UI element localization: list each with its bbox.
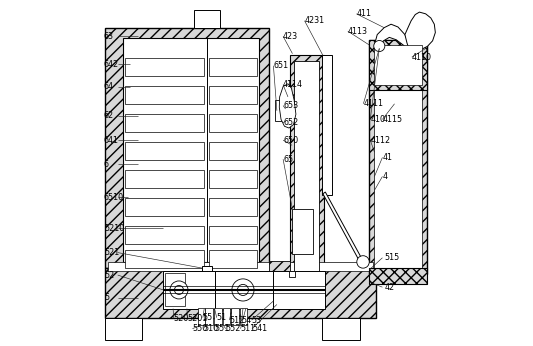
Text: 512: 512 <box>230 316 245 325</box>
Text: 4111: 4111 <box>364 99 383 108</box>
Text: 4113: 4113 <box>348 27 368 36</box>
Bar <box>125 250 204 268</box>
Bar <box>165 273 185 306</box>
Text: 653: 653 <box>283 101 298 110</box>
Circle shape <box>170 281 188 299</box>
Text: 63: 63 <box>104 32 114 41</box>
Text: 52: 52 <box>104 271 114 280</box>
Bar <box>209 198 257 216</box>
Text: 551: 551 <box>214 324 229 333</box>
Text: 4231: 4231 <box>304 16 325 25</box>
Bar <box>209 226 257 244</box>
Text: 41: 41 <box>382 153 392 162</box>
Bar <box>369 268 427 284</box>
Text: 515: 515 <box>384 253 399 262</box>
Text: 42: 42 <box>384 283 394 292</box>
Bar <box>275 100 291 121</box>
Circle shape <box>232 279 254 301</box>
Text: 642: 642 <box>104 60 119 69</box>
Bar <box>105 28 269 268</box>
Bar <box>273 271 325 309</box>
Bar <box>231 308 239 325</box>
Text: 4: 4 <box>382 172 387 181</box>
Text: 53: 53 <box>252 316 262 325</box>
Text: 62: 62 <box>104 111 114 120</box>
Bar <box>125 170 204 188</box>
Bar <box>209 114 257 132</box>
Bar <box>194 10 220 28</box>
Bar <box>209 58 257 76</box>
Bar <box>240 308 247 325</box>
Bar <box>164 271 215 309</box>
Circle shape <box>374 40 385 52</box>
Bar <box>269 261 290 278</box>
Text: 552: 552 <box>225 324 241 333</box>
Bar <box>125 198 204 216</box>
Text: 51: 51 <box>217 313 227 322</box>
Bar <box>215 271 273 309</box>
Bar <box>105 268 376 318</box>
Text: 5201: 5201 <box>188 314 208 323</box>
Bar <box>292 209 313 254</box>
Text: 55: 55 <box>203 313 213 322</box>
Bar <box>105 318 142 340</box>
Polygon shape <box>279 84 296 128</box>
Bar <box>203 266 212 318</box>
Circle shape <box>174 285 183 294</box>
Text: 511: 511 <box>240 324 256 333</box>
Text: 550: 550 <box>192 324 208 333</box>
Circle shape <box>237 284 248 295</box>
Text: 4112: 4112 <box>370 136 391 145</box>
Bar <box>123 38 259 262</box>
Text: 541: 541 <box>252 324 267 333</box>
Bar <box>125 86 204 104</box>
Bar <box>290 55 324 278</box>
Text: 6510: 6510 <box>104 193 124 202</box>
Text: 4115: 4115 <box>382 115 402 124</box>
Bar <box>223 308 230 325</box>
Bar <box>209 86 257 104</box>
Text: 521: 521 <box>104 248 119 257</box>
Text: 510: 510 <box>204 324 219 333</box>
Bar <box>322 55 332 195</box>
Bar <box>125 142 204 160</box>
Text: 4110: 4110 <box>412 53 432 62</box>
Bar <box>125 58 204 76</box>
Circle shape <box>357 256 369 268</box>
Text: 6: 6 <box>104 160 109 169</box>
Bar <box>125 226 204 244</box>
Polygon shape <box>405 12 435 51</box>
Bar <box>369 40 427 90</box>
Text: 5210: 5210 <box>104 224 124 233</box>
Text: 641: 641 <box>104 136 119 145</box>
Bar <box>289 271 295 277</box>
Text: 652: 652 <box>283 118 298 127</box>
Text: 520: 520 <box>174 314 189 323</box>
Bar <box>125 114 204 132</box>
Text: 651: 651 <box>273 61 288 70</box>
Text: 64: 64 <box>104 82 114 91</box>
Bar <box>294 61 319 272</box>
Text: 423: 423 <box>283 32 298 41</box>
Bar <box>375 47 422 268</box>
Text: 650: 650 <box>283 136 298 145</box>
Bar <box>322 318 360 340</box>
Text: 5: 5 <box>104 293 109 302</box>
Bar <box>209 250 257 268</box>
Polygon shape <box>323 192 365 267</box>
Text: 54: 54 <box>241 316 252 325</box>
Bar <box>375 45 422 85</box>
Text: 65: 65 <box>283 155 293 164</box>
Bar <box>209 142 257 160</box>
Bar <box>209 170 257 188</box>
Text: 411: 411 <box>357 9 372 18</box>
Bar <box>108 262 373 271</box>
Bar <box>205 308 213 325</box>
Bar <box>369 40 427 274</box>
Polygon shape <box>375 24 409 50</box>
Text: 4114: 4114 <box>283 80 303 89</box>
Bar <box>198 308 205 325</box>
Bar <box>214 308 222 325</box>
Text: 410: 410 <box>370 115 385 124</box>
